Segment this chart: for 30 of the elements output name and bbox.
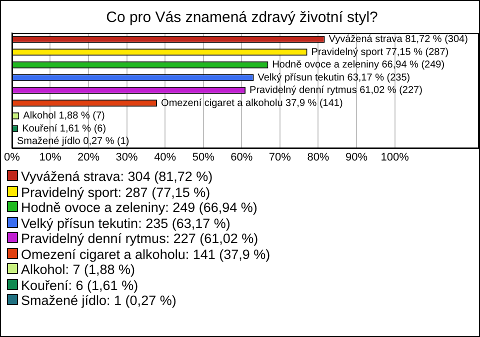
legend-label: Omezení cigaret a alkoholu: 141 (37,9 %) [20,246,270,262]
legend-label: Velký přísun tekutin: 235 (63,17 %) [20,216,232,231]
legend-label: Smažené jídlo: 1 (0,27 %) [20,293,178,308]
legend-label: Pravidelný sport: 287 (77,15 %) [20,184,212,200]
x-tick-label: 90% [345,151,368,164]
data-label: Velký přísun tekutin 63,17 % (235) [258,72,410,84]
data-label: Pravidelný denní rytmus 61,02 % (227) [250,85,422,96]
legend-label: Hodně ovoce a zeleniny: 249 (66,94 %) [20,200,258,216]
data-label: Vyvážená strava 81,72 % (304) [328,34,468,46]
data-label: Smažené jídlo 0,27 % (1) [16,136,130,148]
x-tick-label: 10% [39,151,62,164]
legend-label: Vyvážená strava: 304 (81,72 %) [20,169,214,184]
x-tick-label: 0% [4,151,20,164]
data-label: Hodně ovoce a zeleniny 66,94 % (249) [272,60,445,71]
data-label: Kouření 1,61 % (6) [22,123,106,134]
x-tick-label: 70% [268,151,292,164]
x-tick-label: 20% [78,151,100,164]
legend-label: Kouření: 6 (1,61 %) [20,278,140,293]
x-tick-label: 60% [230,151,253,164]
x-tick-label: 40% [154,151,176,164]
x-tick-label: 50% [192,151,215,164]
data-label: Pravidelný sport 77,15 % (287) [311,46,449,58]
legend-label: Pravidelný denní rytmus: 227 (61,02 %) [20,231,260,246]
x-tick-label: 100% [380,151,410,164]
data-label: Omezení cigaret a alkoholu 37,9 % (141) [161,98,343,109]
x-tick-label: 80% [307,151,330,164]
x-tick-label: 30% [116,151,138,164]
legend-label: Alkohol: 7 (1,88 %) [20,262,136,278]
data-label: Alkohol 1,88 % (7) [23,110,105,122]
chart-title: Co pro Vás znamená zdravý životní styl? [106,9,378,26]
